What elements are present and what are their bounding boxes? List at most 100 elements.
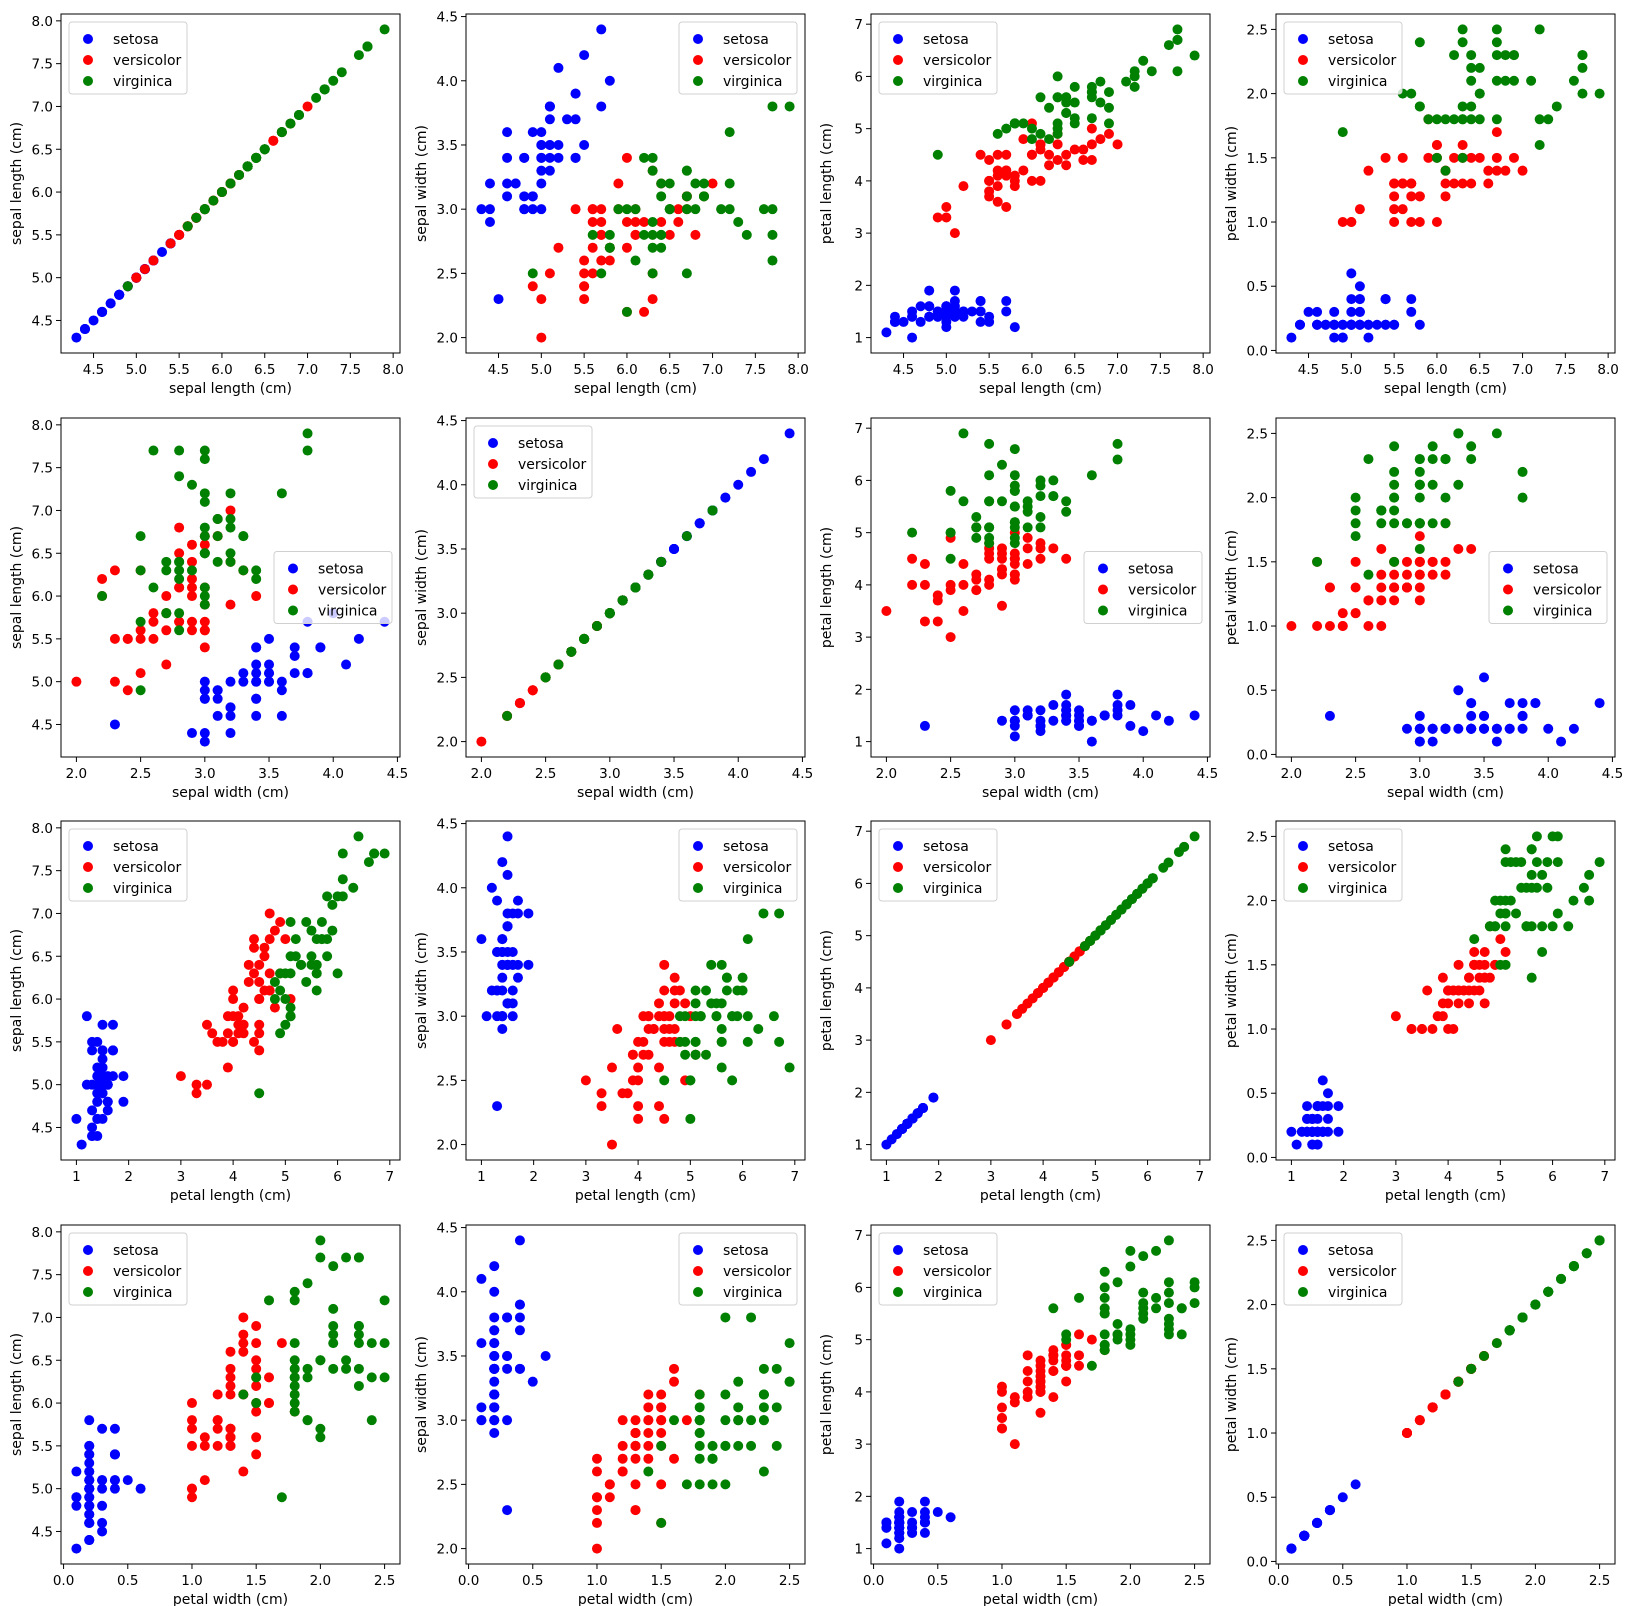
x-tick-label: 8.0 — [382, 362, 403, 378]
y-tick-label: 6 — [854, 876, 863, 892]
scatter-point-versicolor — [238, 1312, 249, 1323]
scatter-point-versicolor — [264, 1398, 275, 1409]
series-versicolor — [1337, 114, 1528, 228]
scatter-point-versicolor — [949, 228, 960, 239]
scatter-point-virginica — [1521, 921, 1532, 932]
scatter-point-versicolor — [148, 608, 159, 619]
scatter-point-virginica — [1074, 1292, 1085, 1303]
scatter-point-virginica — [238, 565, 249, 576]
y-tick-label: 7.0 — [32, 503, 53, 519]
scatter-point-versicolor — [1406, 178, 1417, 189]
scatter-point-versicolor — [199, 625, 210, 636]
legend-label-versicolor: versicolor — [923, 860, 992, 876]
x-tick-label: 4.5 — [387, 766, 408, 782]
scatter-point-versicolor — [1422, 985, 1433, 996]
scatter-point-setosa — [562, 114, 573, 125]
scatter-point-versicolor — [1432, 1011, 1443, 1022]
scatter-point-virginica — [1491, 1338, 1502, 1349]
scatter-point-setosa — [251, 676, 262, 687]
scatter-point-virginica — [784, 1338, 795, 1349]
scatter-point-virginica — [199, 599, 210, 610]
scatter-point-setosa — [1491, 723, 1502, 734]
scatter-point-virginica — [746, 1415, 757, 1426]
legend-marker-virginica — [83, 883, 93, 893]
scatter-point-virginica — [289, 1355, 300, 1366]
scatter-point-versicolor — [643, 1049, 654, 1060]
scatter-point-versicolor — [201, 1079, 212, 1090]
scatter-point-virginica — [1389, 518, 1400, 529]
scatter-point-setosa — [894, 1496, 905, 1507]
scatter-point-setosa — [502, 921, 513, 932]
scatter-point-versicolor — [1086, 154, 1097, 165]
scatter-point-virginica — [302, 1363, 313, 1374]
scatter-point-setosa — [1363, 332, 1374, 343]
x-tick-label: 1.5 — [245, 1573, 266, 1589]
scatter-point-virginica — [212, 514, 223, 525]
x-tick-label: 4.0 — [1537, 766, 1558, 782]
scatter-point-setosa — [975, 296, 986, 307]
y-tick-label: 2 — [854, 682, 863, 698]
y-axis-ticks: 2.02.53.03.54.04.5 — [437, 817, 466, 1154]
y-tick-label: 3.0 — [437, 1413, 458, 1429]
scatter-point-versicolor — [1074, 1350, 1085, 1361]
x-tick-label: 7.5 — [745, 362, 766, 378]
scatter-point-setosa — [519, 152, 530, 163]
scatter-point-versicolor — [1495, 934, 1506, 945]
x-axis-label: sepal length (cm) — [169, 381, 292, 397]
scatter-point-setosa — [746, 466, 757, 477]
scatter-point-versicolor — [907, 579, 918, 590]
scatter-point-virginica — [293, 110, 304, 121]
scatter-point-versicolor — [1086, 1334, 1097, 1345]
scatter-point-setosa — [514, 1299, 525, 1310]
series-virginica — [1469, 831, 1605, 983]
x-axis-label: sepal width (cm) — [172, 785, 289, 801]
scatter-point-versicolor — [1022, 1376, 1033, 1387]
y-tick-label: 4 — [854, 1385, 863, 1401]
x-tick-label: 3 — [177, 1169, 186, 1185]
scatter-point-versicolor — [1448, 985, 1459, 996]
scatter-point-virginica — [1363, 454, 1374, 465]
scatter-point-setosa — [919, 1517, 930, 1528]
axes-frame — [1275, 417, 1616, 758]
x-tick-label: 2.5 — [779, 1573, 800, 1589]
scatter-point-versicolor — [1414, 191, 1425, 202]
scatter-point-setosa — [1035, 705, 1046, 716]
scatter-point-setosa — [1517, 710, 1528, 721]
scatter-point-setosa — [107, 1019, 118, 1030]
y-axis-label: petal width (cm) — [1224, 126, 1240, 241]
scatter-point-versicolor — [669, 998, 680, 1009]
scatter-point-virginica — [290, 934, 301, 945]
scatter-point-versicolor — [251, 1355, 262, 1366]
x-axis-label: sepal width (cm) — [577, 785, 694, 801]
subplot-16: 0.0 0.5 1.0 1.5 2.0 2.50.00.51.01.52.02.5peta… — [1224, 1224, 1616, 1606]
scatter-point-virginica — [379, 1372, 390, 1383]
scatter-point-setosa — [212, 685, 223, 696]
legend-label-setosa: setosa — [1328, 1243, 1374, 1259]
x-tick-label: 3 — [582, 1169, 591, 1185]
scatter-point-setosa — [523, 959, 534, 970]
scatter-point-setosa — [540, 1350, 551, 1361]
y-tick-label: 1.5 — [1247, 151, 1268, 167]
scatter-point-setosa — [87, 1131, 98, 1142]
scatter-point-versicolor — [1401, 556, 1412, 567]
scatter-point-setosa — [489, 1325, 500, 1336]
scatter-point-virginica — [1172, 34, 1183, 45]
scatter-point-versicolor — [1026, 175, 1037, 186]
scatter-point-versicolor — [1324, 582, 1335, 593]
y-axis-ticks: 2.02.53.03.54.04.5 — [437, 414, 466, 751]
scatter-point-virginica — [1163, 1287, 1174, 1298]
scatter-point-versicolor — [984, 154, 995, 165]
scatter-point-versicolor — [1009, 175, 1020, 186]
scatter-point-versicolor — [591, 1517, 602, 1528]
y-tick-label: 0.0 — [1247, 747, 1268, 763]
scatter-point-setosa — [1354, 294, 1365, 305]
scatter-point-virginica — [674, 1036, 685, 1047]
scatter-point-versicolor — [1500, 946, 1511, 957]
series-setosa — [881, 1496, 956, 1554]
scatter-point-versicolor — [638, 1036, 649, 1047]
scatter-point-setosa — [553, 152, 564, 163]
legend-marker-setosa — [693, 34, 703, 44]
scatter-point-setosa — [97, 1019, 108, 1030]
scatter-point-versicolor — [992, 165, 1003, 176]
